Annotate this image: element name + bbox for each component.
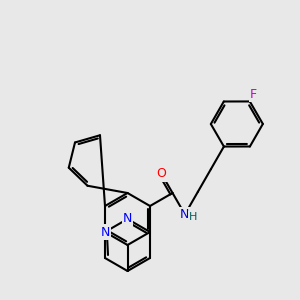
- Text: F: F: [250, 88, 257, 101]
- Text: H: H: [189, 212, 197, 222]
- Text: N: N: [100, 226, 110, 238]
- Text: N: N: [123, 212, 132, 226]
- Text: O: O: [157, 167, 166, 180]
- Text: N: N: [180, 208, 190, 221]
